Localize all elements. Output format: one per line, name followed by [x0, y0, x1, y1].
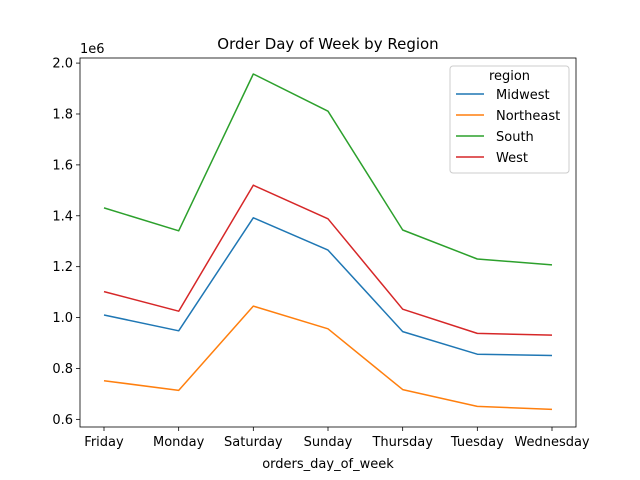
series-line-west: [103, 184, 553, 336]
y-tick-label: 2.0: [52, 57, 73, 72]
x-tick-label: Saturday: [224, 435, 283, 450]
legend-label-south: South: [496, 130, 534, 145]
x-tick-label: Wednesday: [514, 435, 590, 450]
series-line-midwest: [103, 217, 553, 357]
x-tick-label: Tuesday: [450, 435, 504, 450]
chart-title: Order Day of Week by Region: [217, 35, 438, 53]
legend-title: region: [489, 69, 530, 84]
legend-label-northeast: Northeast: [496, 109, 560, 124]
y-tick-label: 0.8: [52, 362, 73, 377]
x-axis-title: orders_day_of_week: [262, 457, 394, 472]
legend-label-west: West: [496, 151, 528, 166]
x-tick-label: Sunday: [304, 435, 353, 450]
y-tick-label: 1.4: [52, 209, 73, 224]
y-tick-label: 1.6: [52, 158, 73, 173]
y-tick-label: 0.6: [52, 413, 73, 428]
legend-label-midwest: Midwest: [496, 88, 550, 103]
series-line-south: [103, 73, 553, 266]
x-tick-label: Friday: [84, 435, 124, 450]
y-tick-label: 1.0: [52, 311, 73, 326]
y-offset-label: 1e6: [80, 42, 105, 57]
y-tick-label: 1.8: [52, 107, 73, 122]
legend-box: [449, 65, 570, 174]
series-line-northeast: [103, 305, 553, 411]
legend: region Midwest Northeast South West: [449, 65, 570, 174]
x-tick-label: Thursday: [371, 435, 433, 450]
x-axis: Friday Monday Saturday Sunday Thursday Tuesda…: [84, 427, 590, 450]
y-tick-label: 1.2: [52, 260, 73, 275]
x-tick-label: Monday: [153, 435, 205, 450]
y-axis: 0.6 0.8 1.0 1.2 1.4 1.6 1.8 2.0: [52, 57, 80, 428]
